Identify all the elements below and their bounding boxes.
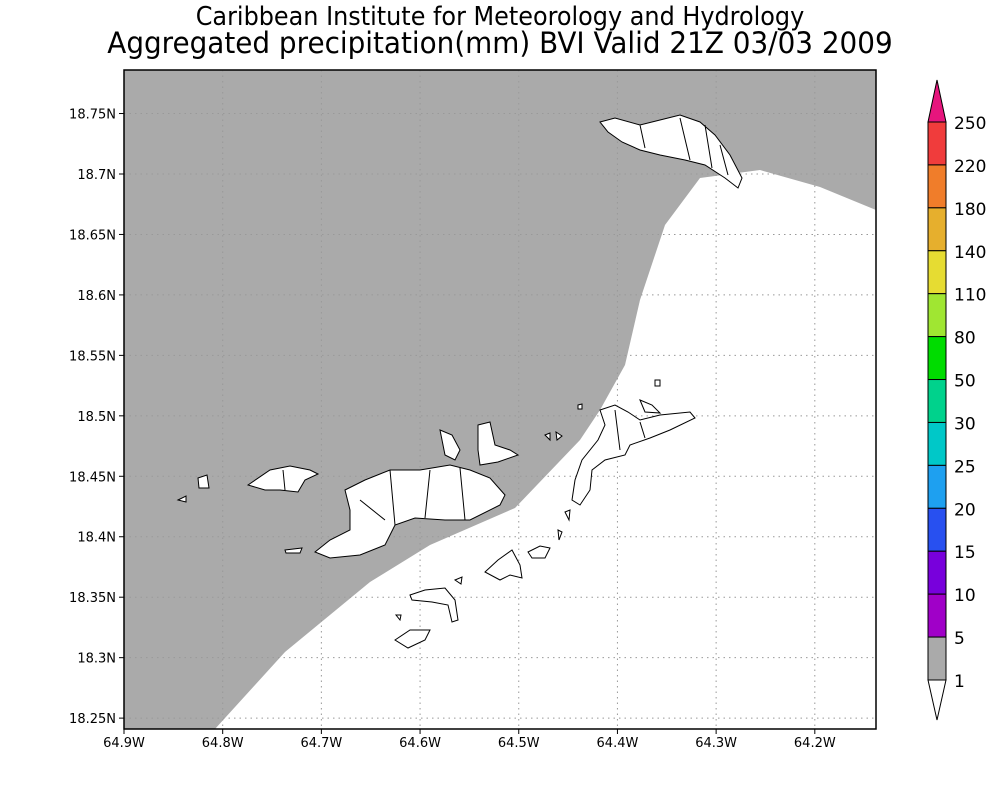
colorbar-label: 220: [954, 157, 986, 177]
colorbar-label: 1: [954, 672, 965, 692]
colorbar-label: 80: [954, 329, 976, 349]
x-tick-label: 64.6W: [399, 736, 441, 751]
island-great-camanoe: [477, 421, 520, 466]
colorbar-segment: [927, 164, 947, 209]
y-tick-label: 18.3N: [77, 652, 116, 667]
island-virgin-gorda: [571, 404, 696, 506]
island-guana: [439, 429, 461, 461]
y-tick-label: 18.6N: [77, 289, 116, 304]
island-jost-van-dyke: [246, 465, 320, 493]
y-tick-label: 18.35N: [69, 591, 116, 606]
colorbar-segment: [927, 550, 947, 595]
y-tick-label: 18.45N: [69, 470, 116, 485]
y-tick-label: 18.5N: [77, 410, 116, 425]
title-institute: Caribbean Institute for Meteorology and …: [195, 2, 805, 32]
x-tick-label: 64.8W: [202, 736, 244, 751]
colorbar-segment: [927, 507, 947, 552]
x-tick-label: 64.2W: [794, 736, 836, 751]
x-tick-label: 64.4W: [597, 736, 639, 751]
colorbar-under-triangle: [927, 679, 947, 721]
colorbar-label: 110: [954, 286, 986, 306]
island-ginger: [527, 545, 551, 559]
colorbar-label: 30: [954, 414, 976, 434]
colorbar-label: 250: [954, 114, 986, 134]
title-product: Aggregated precipitation(mm) BVI Valid 2…: [107, 26, 893, 60]
colorbar-segment: [927, 293, 947, 338]
colorbar-label: 10: [954, 586, 976, 606]
y-tick-label: 18.4N: [77, 531, 116, 546]
colorbar-label: 5: [954, 629, 965, 649]
colorbar-label: 15: [954, 543, 976, 563]
colorbar-label: 50: [954, 372, 976, 392]
island-anegada: [599, 114, 743, 189]
colorbar-segment: [927, 379, 947, 423]
island-peter: [484, 549, 523, 581]
island-tortola: [314, 464, 506, 559]
colorbar-label: 20: [954, 500, 976, 520]
colorbar-label: 140: [954, 243, 986, 263]
y-tick-label: 18.65N: [69, 228, 116, 243]
island-cays-south: [409, 587, 459, 623]
x-tick-label: 64.5W: [498, 736, 540, 751]
colorbar-segment: [927, 464, 947, 509]
colorbar-segment: [927, 336, 947, 381]
y-tick-label: 18.75N: [69, 108, 116, 123]
colorbar: 250 220 180 140 110 80 50 30 25 20 15 10 5 1: [927, 79, 986, 721]
colorbar-label: 180: [954, 200, 986, 220]
colorbar-segment: [927, 421, 947, 466]
y-tick-label: 18.55N: [69, 349, 116, 364]
colorbar-segment: [927, 636, 947, 681]
island-norman: [394, 629, 431, 649]
colorbar-over-triangle: [927, 79, 947, 123]
y-tick-label: 18.25N: [69, 712, 116, 727]
island-small-west: [176, 474, 210, 503]
colorbar-segment: [927, 121, 947, 166]
x-tick-label: 64.3W: [695, 736, 737, 751]
plot-frame: [123, 69, 877, 730]
x-tick-label: 64.7W: [300, 736, 342, 751]
island-small-cays: [284, 379, 662, 622]
y-tick-label: 18.7N: [77, 168, 116, 183]
colorbar-segment: [927, 207, 947, 252]
colorbar-segment: [927, 250, 947, 295]
colorbar-segment: [927, 593, 947, 638]
x-tick-label: 64.9W: [103, 736, 145, 751]
colorbar-label: 25: [954, 457, 976, 477]
